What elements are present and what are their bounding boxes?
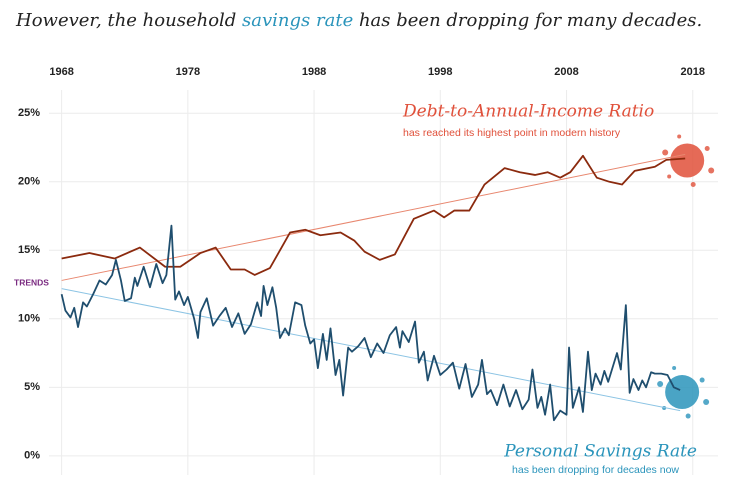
splash: [670, 143, 705, 178]
trend-line: [61, 153, 686, 281]
x-tick-label: 1978: [176, 66, 200, 78]
splash-drop: [685, 413, 691, 419]
x-tick-label: 1988: [302, 66, 326, 78]
y-tick-label: 0%: [24, 450, 40, 462]
legend-label: Personal Savings Rate: [503, 442, 697, 462]
title-part: savings rate: [242, 10, 353, 31]
series-line: [61, 154, 686, 276]
x-tick-label: 2008: [554, 66, 578, 78]
series-line: [60, 224, 681, 422]
y-tick-label: 15%: [18, 244, 40, 256]
legend-note: has reached its highest point in modern …: [403, 127, 621, 139]
legend-note: has been dropping for decades now: [512, 464, 679, 476]
splash-drop: [667, 174, 672, 179]
splash-drop: [677, 134, 682, 139]
splash-drop: [699, 377, 705, 383]
trend-label: TRENDS: [14, 277, 49, 287]
x-tick-label: 1968: [49, 66, 73, 78]
splash-drop: [703, 399, 710, 406]
splash-drop: [704, 146, 710, 152]
title-part: has been dropping for many decades.: [353, 10, 702, 31]
trend-line: [61, 288, 681, 412]
y-tick-label: 25%: [18, 107, 40, 119]
x-tick-label: 1998: [428, 66, 452, 78]
splash-drop: [672, 366, 677, 371]
x-tick-label: 2018: [681, 66, 705, 78]
splash-drop: [690, 182, 696, 188]
y-tick-label: 10%: [18, 313, 40, 325]
splash-drop: [662, 149, 669, 156]
splash-drop: [708, 167, 715, 174]
splash-drop: [657, 381, 664, 388]
title-part: However, the household: [15, 10, 242, 31]
chart-title: However, the household savings rate has …: [15, 10, 702, 31]
y-tick-label: 20%: [18, 176, 40, 188]
y-tick-label: 5%: [24, 381, 40, 393]
splash: [665, 375, 700, 410]
legend-label: Debt-to-Annual-Income Ratio: [402, 102, 654, 122]
